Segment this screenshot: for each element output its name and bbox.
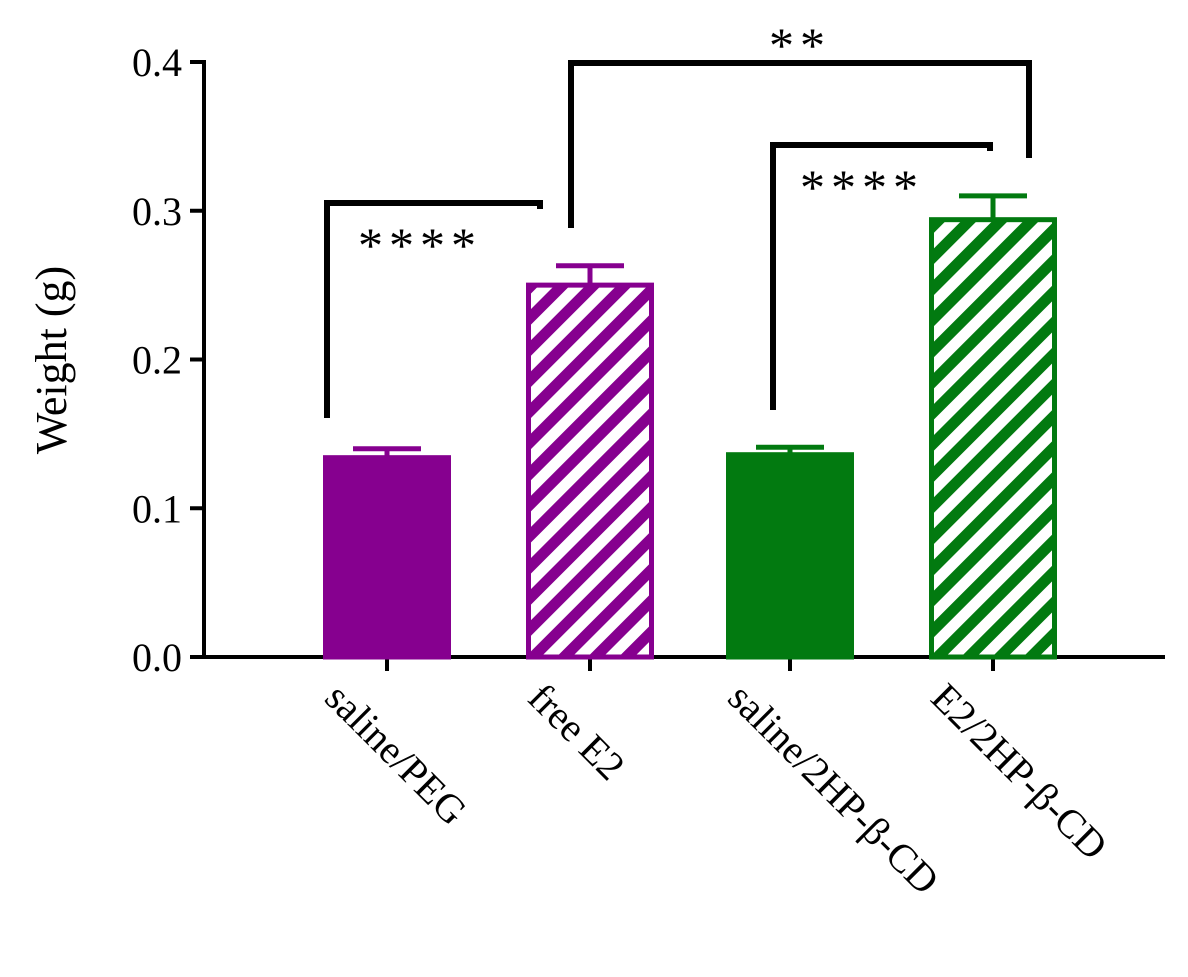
x-tick-label: saline/2HP-β-CD <box>720 675 948 903</box>
significance-label: ** <box>769 17 831 73</box>
bar <box>526 282 654 660</box>
y-tick-label: 0.4 <box>132 40 182 85</box>
x-tick-label: E2/2HP-β-CD <box>923 675 1117 869</box>
y-tick-label: 0.2 <box>132 338 182 383</box>
y-tick-label: 0.0 <box>132 635 182 680</box>
significance-bracket <box>568 60 1032 228</box>
y-tick-label: 0.1 <box>132 486 182 531</box>
y-axis-label: Weight (g) <box>27 266 76 454</box>
significance-bracket <box>324 200 543 418</box>
significance-brackets: ********** <box>324 17 1032 418</box>
x-tick-label: saline/PEG <box>317 675 476 834</box>
significance-bracket <box>770 142 993 410</box>
bar <box>726 452 854 660</box>
y-tick-label: 0.3 <box>132 189 182 234</box>
bar <box>323 455 451 660</box>
bar <box>929 217 1057 660</box>
significance-label: **** <box>358 217 482 273</box>
significance-label: **** <box>800 159 924 215</box>
bars <box>323 193 1057 660</box>
x-tick-label: free E2 <box>520 675 634 789</box>
